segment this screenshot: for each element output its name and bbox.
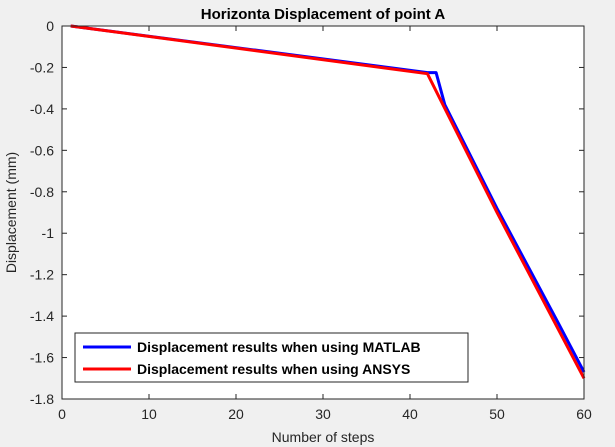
y-tick-label: -0.8 <box>30 184 54 200</box>
legend: Displacement results when using MATLAB D… <box>74 332 469 383</box>
y-tick-label: -0.4 <box>30 101 54 117</box>
y-tick-label: 0 <box>46 18 54 34</box>
legend-box <box>74 332 469 383</box>
x-tick-label: 30 <box>315 406 331 422</box>
series-layer <box>70 24 586 379</box>
x-tick-label: 60 <box>576 406 592 422</box>
y-tick-label: -1.4 <box>30 308 54 324</box>
y-tick-label: -1 <box>42 225 55 241</box>
x-tick-label: 0 <box>58 406 66 422</box>
y-tick-label: -0.2 <box>30 59 54 75</box>
y-tick-label: -1.6 <box>30 350 54 366</box>
x-axis-title: Number of steps <box>272 429 375 445</box>
legend-label-ansys: Displacement results when using ANSYS <box>137 361 410 377</box>
legend-label-matlab: Displacement results when using MATLAB <box>137 339 421 355</box>
x-tick-label: 50 <box>489 406 505 422</box>
x-tick-label: 40 <box>402 406 418 422</box>
x-tick-label: 10 <box>141 406 157 422</box>
x-tick-label: 20 <box>228 406 244 422</box>
series-line-ansys <box>70 24 586 379</box>
y-tick-label: -0.6 <box>30 142 54 158</box>
ticks-layer: 0 10 20 30 40 50 60 0 -0.2 -0.4 -0.6 -0.8 -1 -1.2 -1.4… <box>30 18 592 422</box>
y-tick-label: -1.8 <box>30 391 54 407</box>
chart-title: Horizonta Displacement of point A <box>201 6 446 23</box>
y-tick-label: -1.2 <box>30 267 54 283</box>
y-axis-title: Displacement (mm) <box>3 152 19 273</box>
